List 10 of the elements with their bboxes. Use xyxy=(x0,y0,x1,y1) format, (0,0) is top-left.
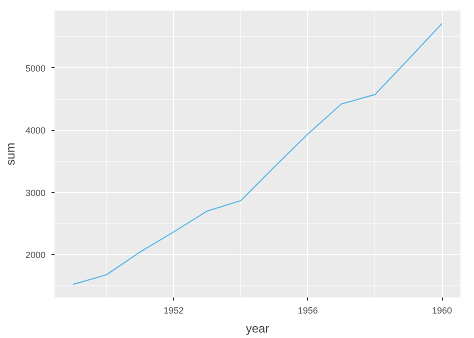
y-tick-label: 3000 xyxy=(25,188,46,198)
x-tick-label: 1956 xyxy=(298,306,318,316)
y-tick-label: 2000 xyxy=(25,250,46,260)
y-axis-title: sum xyxy=(3,142,18,166)
x-tick-label: 1952 xyxy=(164,306,184,316)
y-tick-label: 4000 xyxy=(25,126,46,136)
line-series xyxy=(72,22,443,286)
y-tick-label: 5000 xyxy=(25,63,46,74)
x-axis-title: year xyxy=(246,322,270,336)
x-tick-label: 1960 xyxy=(432,306,452,316)
